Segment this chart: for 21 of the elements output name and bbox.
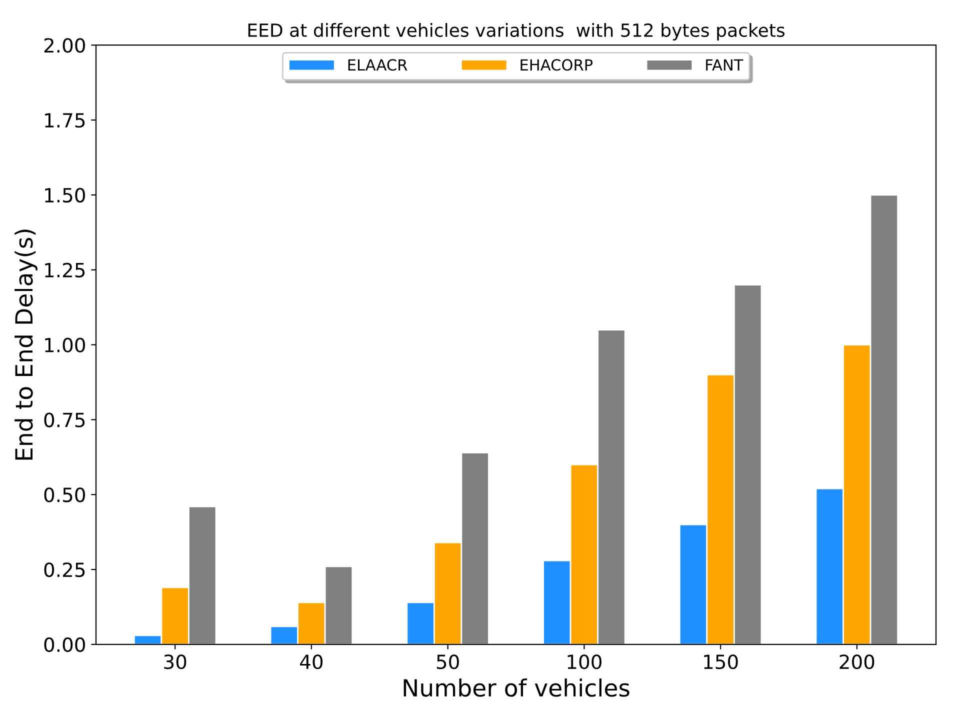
- x-tick-label: 50: [436, 654, 459, 670]
- legend-label: ELAACR: [348, 59, 408, 71]
- y-tick-label: 0.25: [44, 562, 85, 578]
- x-tick-label: 100: [568, 654, 602, 670]
- y-tick-label: 1.25: [45, 262, 85, 278]
- x-tick-label: 40: [300, 654, 323, 670]
- x-tick-label: 30: [164, 654, 186, 670]
- y-axis-title: End to End Delay(s): [14, 230, 38, 460]
- y-tick-label: 0.00: [44, 637, 85, 652]
- y-tick-label: 1.75: [45, 113, 85, 128]
- legend-label: FANT: [706, 59, 744, 70]
- chart-title: EED at different vehicles variations with 512 bytes packets: [248, 23, 785, 41]
- y-tick-label: 1.50: [45, 188, 85, 203]
- y-tick-label: 0.50: [44, 488, 85, 502]
- x-axis-title: Number of vehicles: [404, 678, 630, 697]
- legend-label: EHACORP: [520, 59, 593, 71]
- x-tick-label: 200: [840, 654, 874, 670]
- x-tick-label: 150: [704, 654, 738, 670]
- y-tick-label: 0.75: [44, 412, 85, 428]
- y-tick-label: 2.00: [44, 38, 85, 53]
- y-tick-label: 1.00: [45, 338, 85, 352]
